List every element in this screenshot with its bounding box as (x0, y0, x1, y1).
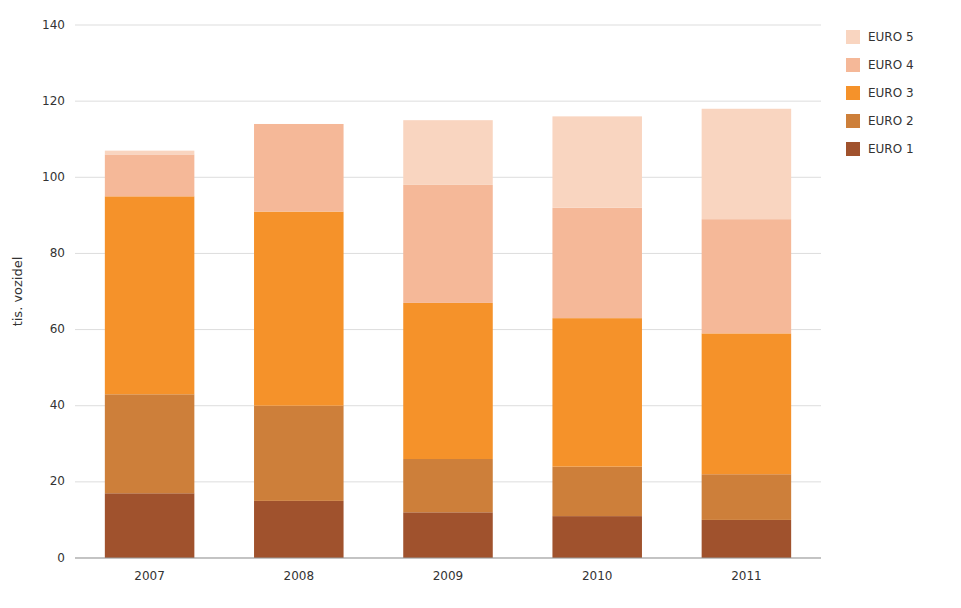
x-axis-line (75, 558, 821, 559)
bar-segment (254, 501, 344, 558)
legend-label: EURO 4 (868, 58, 914, 72)
grid (75, 25, 821, 558)
bar-segment (254, 406, 344, 501)
y-tick-label: 80 (50, 246, 65, 260)
grid-line (75, 558, 821, 559)
legend-label: EURO 2 (868, 114, 914, 128)
bar-segment (254, 124, 344, 212)
bar-segment (702, 219, 792, 333)
bar-segment (105, 151, 195, 155)
y-tick-label: 140 (42, 18, 65, 32)
legend-label: EURO 1 (868, 142, 914, 156)
y-tick-label: 20 (50, 474, 65, 488)
legend-label: EURO 3 (868, 86, 914, 100)
bar-segment (403, 120, 493, 185)
y-tick-label: 0 (57, 551, 65, 565)
bar-segment (552, 116, 642, 207)
bar-segment (105, 394, 195, 493)
grid-line (75, 25, 821, 26)
y-tick-label: 40 (50, 398, 65, 412)
legend-swatch (846, 86, 860, 100)
grid-line (75, 101, 821, 102)
bar-segment (552, 467, 642, 516)
legend-swatch (846, 30, 860, 44)
bar-segment (403, 512, 493, 558)
bar-segment (552, 516, 642, 558)
bar-segment (702, 333, 792, 474)
x-tick-label: 2011 (731, 569, 762, 583)
bar-segment (403, 185, 493, 303)
y-tick-label: 60 (50, 322, 65, 336)
bar-segment (702, 109, 792, 219)
x-tick-label: 2010 (582, 569, 613, 583)
chart: 0 20 40 60 80 100 120 140 2007 2008 2009 2010 2011 ti… (0, 0, 961, 608)
bar-segment (403, 459, 493, 512)
bar-segment (552, 318, 642, 466)
legend: EURO 5 EURO 4 EURO 3 EURO 2 EURO 1 (846, 30, 914, 157)
bar-segment (552, 208, 642, 318)
legend-swatch (846, 142, 860, 156)
bar-segment (702, 474, 792, 520)
legend-swatch (846, 114, 860, 128)
bar-segment (105, 154, 195, 196)
bar-segment (403, 303, 493, 459)
chart-container: 0 20 40 60 80 100 120 140 2007 2008 2009 2010 2011 ti… (0, 0, 961, 608)
bar-segment (254, 123, 344, 124)
y-tick-label: 120 (42, 94, 65, 108)
bar-segment (254, 212, 344, 406)
legend-label: EURO 5 (868, 30, 914, 44)
x-tick-label: 2009 (433, 569, 464, 583)
legend-swatch (846, 58, 860, 72)
y-tick-label: 100 (42, 170, 65, 184)
bar-segment (702, 520, 792, 558)
bars (105, 109, 791, 558)
bar-segment (105, 493, 195, 558)
x-tick-label: 2008 (284, 569, 315, 583)
y-axis-label: tis. vozidel (10, 257, 25, 327)
x-tick-label: 2007 (134, 569, 165, 583)
bar-segment (105, 196, 195, 394)
